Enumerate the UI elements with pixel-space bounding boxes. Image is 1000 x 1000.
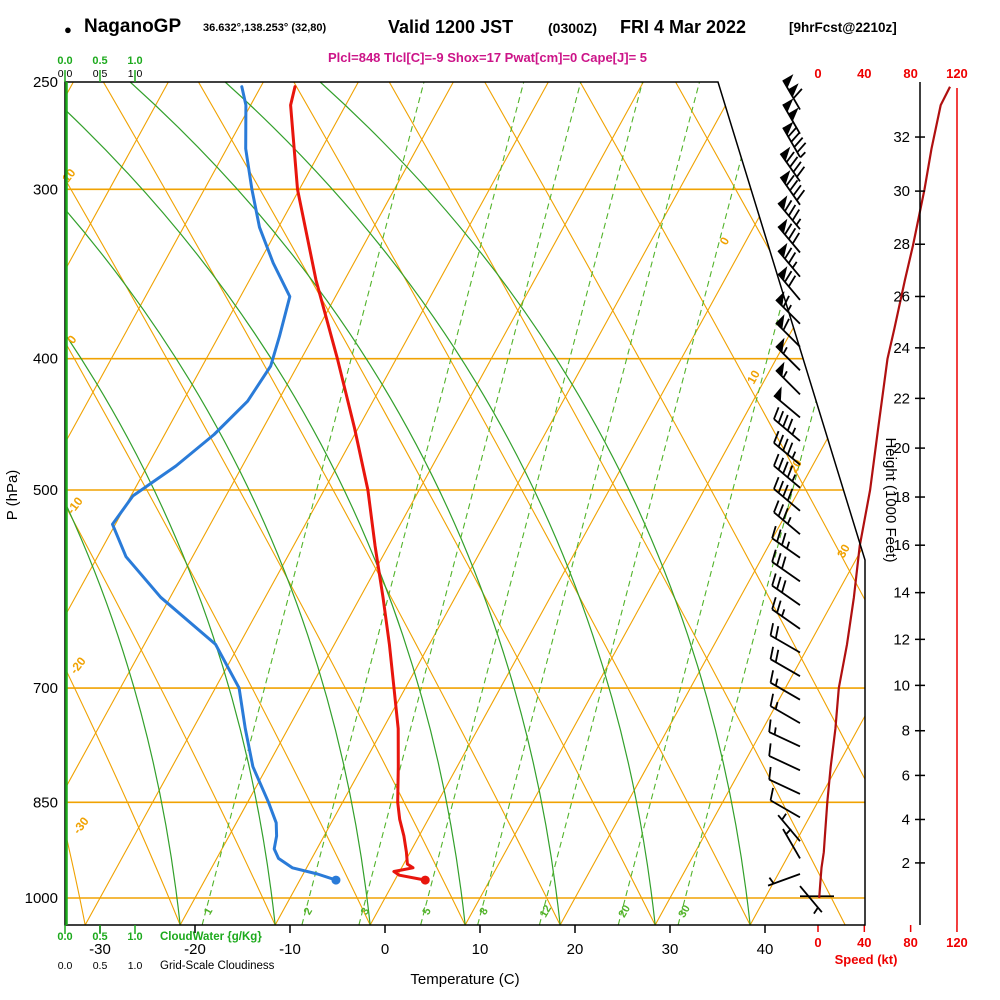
wind-barbs [767, 74, 834, 915]
svg-text:-20: -20 [184, 941, 206, 958]
surface-dewpoint-dot [331, 875, 341, 885]
svg-text:30: 30 [834, 542, 853, 561]
svg-text:24: 24 [893, 340, 910, 357]
svg-text:1: 1 [202, 906, 215, 917]
temperature-curve [289, 85, 430, 885]
svg-text:2: 2 [302, 906, 315, 917]
svg-text:-30: -30 [70, 814, 92, 837]
svg-text:-20: -20 [67, 654, 89, 677]
svg-text:1.0: 1.0 [127, 55, 142, 67]
station-bullet-icon: ● [64, 22, 72, 37]
svg-text:0.0: 0.0 [58, 960, 73, 972]
svg-text:-10: -10 [279, 941, 301, 958]
svg-text:P (hPa): P (hPa) [4, 470, 21, 521]
svg-text:20: 20 [616, 903, 633, 920]
grid-layer [65, 82, 865, 925]
svg-text:20: 20 [893, 440, 910, 457]
valid-time-utc: (0300Z) [548, 20, 598, 36]
svg-text:10: 10 [744, 368, 763, 387]
svg-text:500: 500 [33, 482, 58, 499]
svg-text:0.0: 0.0 [57, 931, 72, 943]
svg-text:0: 0 [381, 941, 389, 958]
svg-text:5: 5 [420, 906, 433, 917]
svg-text:22: 22 [893, 390, 910, 407]
station-coords: 36.632°,138.253° (32,80) [203, 22, 327, 34]
svg-text:10: 10 [893, 677, 910, 694]
svg-text:0: 0 [814, 66, 821, 81]
svg-text:30: 30 [676, 903, 693, 920]
station-name: NaganoGP [84, 16, 182, 37]
svg-text:1000: 1000 [25, 890, 58, 907]
svg-text:0.5: 0.5 [92, 55, 107, 67]
svg-text:80: 80 [903, 935, 917, 950]
svg-text:32: 32 [893, 129, 910, 146]
svg-text:40: 40 [857, 935, 871, 950]
svg-text:26: 26 [893, 288, 910, 305]
svg-text:14: 14 [893, 585, 910, 602]
svg-text:30: 30 [893, 183, 910, 200]
svg-text:12: 12 [893, 631, 910, 648]
svg-text:4: 4 [902, 811, 910, 828]
svg-text:0.5: 0.5 [92, 931, 107, 943]
svg-text:10: 10 [472, 941, 489, 958]
svg-text:Grid-Scale Cloudiness: Grid-Scale Cloudiness [160, 960, 275, 972]
svg-text:3: 3 [359, 906, 372, 917]
svg-text:-30: -30 [89, 941, 111, 958]
wind-speed-curve [818, 86, 951, 899]
svg-text:28: 28 [893, 236, 910, 253]
valid-date: FRI 4 Mar 2022 [620, 17, 747, 37]
svg-text:8: 8 [902, 723, 910, 740]
svg-text:20: 20 [567, 941, 584, 958]
svg-text:0.0: 0.0 [57, 55, 72, 67]
svg-text:6: 6 [902, 767, 910, 784]
forecast-hour: [9hrFcst@2210z] [789, 20, 897, 35]
cloud-scales: 0.00.00.00.00.50.50.50.51.01.01.01.0Clou… [57, 55, 274, 972]
surface-temperature-dot [420, 875, 430, 885]
svg-text:120: 120 [946, 66, 968, 81]
svg-text:1.0: 1.0 [127, 931, 142, 943]
svg-text:Speed (kt): Speed (kt) [835, 952, 898, 967]
temperature-axis: -30 -20 -10 0 10 20 30 40 Temperature (C) [89, 925, 773, 988]
pressure-axis: 250 300 400 500 700 850 1000 P (hPa) [4, 74, 58, 907]
svg-text:18: 18 [893, 489, 910, 506]
svg-text:80: 80 [903, 66, 917, 81]
svg-text:1.0: 1.0 [128, 960, 143, 972]
svg-text:0: 0 [814, 935, 821, 950]
svg-text:2: 2 [902, 855, 910, 872]
svg-text:12: 12 [538, 903, 555, 920]
plot-frame [64, 81, 866, 926]
mixing-ratio-labels: 1 2 3 5 8 12 20 30 [202, 903, 693, 920]
speed-axis: 0 0 40 40 80 80 120 120 Speed (kt) [814, 66, 967, 967]
svg-text:0.5: 0.5 [93, 960, 108, 972]
svg-text:700: 700 [33, 680, 58, 697]
svg-text:16: 16 [893, 537, 910, 554]
svg-text:8: 8 [477, 906, 490, 917]
svg-text:850: 850 [33, 794, 58, 811]
svg-text:Height (1000 Feet): Height (1000 Feet) [882, 437, 899, 562]
svg-text:10: 10 [59, 166, 78, 185]
svg-text:40: 40 [757, 941, 774, 958]
svg-text:CloudWater {g/Kg}: CloudWater {g/Kg} [160, 931, 262, 943]
svg-text:400: 400 [33, 351, 58, 368]
svg-text:Temperature (C): Temperature (C) [410, 971, 519, 988]
svg-text:300: 300 [33, 181, 58, 198]
svg-text:30: 30 [662, 941, 679, 958]
svg-text:40: 40 [857, 66, 871, 81]
svg-text:120: 120 [946, 935, 968, 950]
stability-parameters: Plcl=848 Tlcl[C]=-9 Shox=17 Pwat[cm]=0 C… [328, 50, 648, 65]
valid-time: Valid 1200 JST [388, 17, 514, 37]
dewpoint-curve [111, 85, 341, 885]
svg-text:0: 0 [717, 234, 733, 247]
svg-text:250: 250 [33, 74, 58, 91]
